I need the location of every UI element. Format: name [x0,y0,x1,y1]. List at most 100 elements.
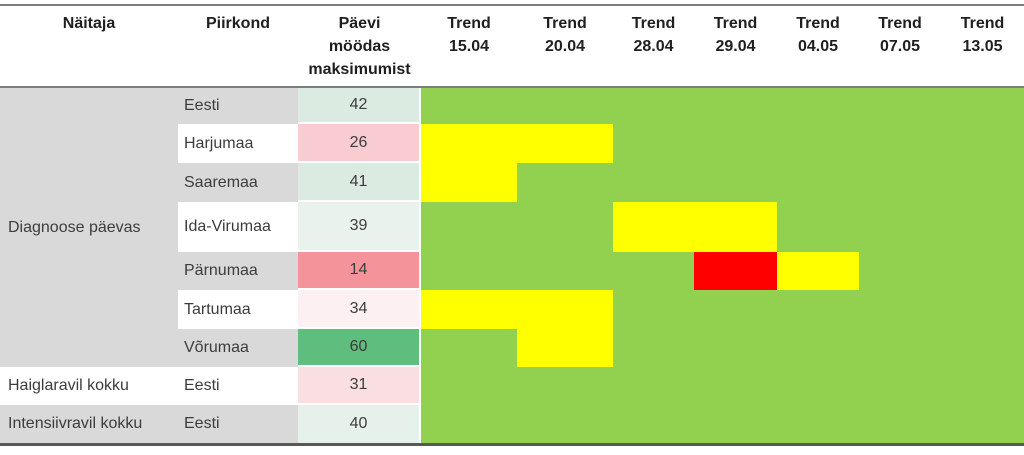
trend-cell [613,405,694,443]
trend-cell [777,202,859,252]
days-cell: 41 [298,163,421,202]
trend-cell [517,329,613,367]
days-cell: 31 [298,367,421,405]
trend-header-date: 15.04 [448,38,490,55]
trend-header-date: 07.05 [879,38,921,55]
trend-cell [694,252,777,290]
trend-cell [421,88,517,124]
region-cell: Saaremaa [178,163,298,202]
table-row: Tartumaa 34 [0,290,1024,329]
trend-cell [777,329,859,367]
trend-cell [859,290,941,329]
region-cell: Tartumaa [178,290,298,329]
region-cell: Võrumaa [178,329,298,367]
trend-cell [694,124,777,163]
trend-header-label: Trend [543,15,587,32]
table-row: Diagnoose päevas Eesti 42 [0,88,1024,367]
paevi-header-line2: möödas [328,38,391,55]
trend-header-date: 13.05 [962,38,1003,55]
table-row: Pärnumaa 14 [0,252,1024,290]
days-cell: 42 [298,88,421,124]
region-cell: Eesti [178,88,298,124]
trend-cell [421,202,517,252]
trend-cell [777,367,859,405]
region-cell: Pärnumaa [178,252,298,290]
trend-cell [517,290,613,329]
trend-cell [941,252,1024,290]
days-cell: 40 [298,405,421,443]
trend-cell [517,367,613,405]
trend-cell [517,202,613,252]
trend-cell [517,405,613,443]
days-cell: 34 [298,290,421,329]
col-header-trend-29-04: Trend 29.04 [694,6,777,88]
days-cell: 39 [298,202,421,252]
trend-header-label: Trend [960,15,1005,32]
trend-cell [421,124,517,163]
trend-cell [777,290,859,329]
trend-cell [694,88,777,124]
trend-cell [421,329,517,367]
trend-cell [859,367,941,405]
indicator-cell-haiglaravil-kokku: Haiglaravil kokku [0,367,178,405]
trend-cell [859,329,941,367]
trend-header-date: 29.04 [715,38,756,55]
indicator-cell-intensiivravil-kokku: Intensiivravil kokku [0,405,178,443]
trend-cell [517,163,613,202]
paevi-header-line1: Päevi [338,15,381,32]
trend-cell [941,202,1024,252]
indicator-cell-diagnoose-paevas: Diagnoose päevas [0,88,178,367]
trend-cell [613,290,694,329]
days-cell: 26 [298,124,421,163]
trend-cell [777,124,859,163]
trend-cell [421,405,517,443]
trend-cell [694,163,777,202]
col-header-trend-15-04: Trend 15.04 [421,6,517,88]
trend-cell [859,405,941,443]
trend-header-date: 20.04 [544,38,586,55]
col-header-piirkond: Piirkond [178,6,298,88]
trend-cell [941,124,1024,163]
trend-cell [859,88,941,124]
trend-cell [859,163,941,202]
trend-cell [613,252,694,290]
col-header-trend-28-04: Trend 28.04 [613,6,694,88]
trend-cell [941,290,1024,329]
table-row: Harjumaa 26 [0,124,1024,163]
trend-cell [694,290,777,329]
trend-cell [517,252,613,290]
trend-cell [694,405,777,443]
trend-cell [777,252,859,290]
table-row: Võrumaa 60 [0,329,1024,367]
region-cell: Eesti [178,405,298,443]
trend-cell [517,124,613,163]
trend-cell [613,202,694,252]
trend-cell [941,367,1024,405]
trend-cell [941,88,1024,124]
trend-header-label: Trend [447,15,491,32]
table-row: Saaremaa 41 [0,163,1024,202]
trend-cell [694,367,777,405]
trend-cell [859,124,941,163]
col-header-naitaja: Näitaja [0,6,178,88]
paevi-header-line3: maksimumist [308,61,411,78]
trend-cell [777,88,859,124]
trend-header-label: Trend [713,15,758,32]
region-cell: Eesti [178,367,298,405]
trend-cell [421,290,517,329]
trend-header-date: 04.05 [797,38,839,55]
trend-cell [694,202,777,252]
trend-cell [777,405,859,443]
trend-cell [613,329,694,367]
table-row: Ida-Virumaa 39 [0,202,1024,252]
trend-cell [421,163,517,202]
trend-cell [941,405,1024,443]
col-header-trend-07-05: Trend 07.05 [859,6,941,88]
trend-cell [859,202,941,252]
trend-cell [941,163,1024,202]
trend-cell [694,329,777,367]
days-cell: 60 [298,329,421,367]
col-header-trend-04-05: Trend 04.05 [777,6,859,88]
trend-cell [613,88,694,124]
col-header-trend-20-04: Trend 20.04 [517,6,613,88]
